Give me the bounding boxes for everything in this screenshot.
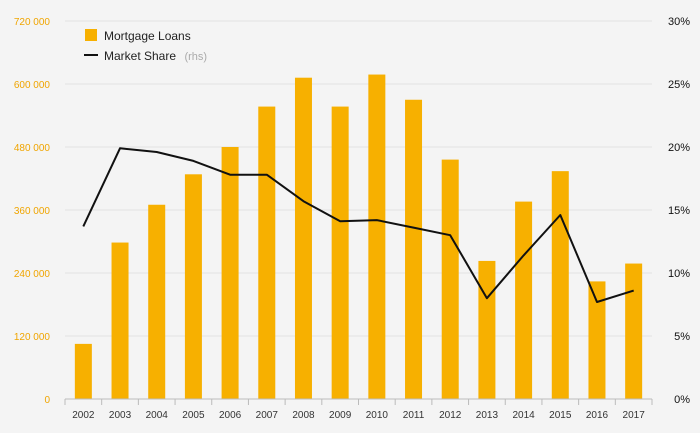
y-left-tick-label: 720 000	[14, 17, 51, 28]
bar-2009	[331, 106, 349, 399]
y-right-tick-label: 20%	[668, 142, 690, 154]
bar-2010	[368, 74, 386, 400]
bar-2013	[478, 260, 496, 399]
bar-2005	[184, 174, 202, 399]
y-right-tick-label: 10%	[668, 268, 690, 280]
x-tick-label: 2008	[292, 410, 315, 421]
legend: Mortgage Loans Market Share (rhs)	[84, 29, 207, 64]
bar-2017	[625, 263, 643, 399]
bar-2008	[294, 77, 312, 399]
y-left-tick-label: 0	[44, 395, 50, 406]
y-right-tick-label: 0%	[674, 394, 690, 406]
y-right-tick-label: 5%	[674, 331, 690, 343]
y-left-tick-label: 360 000	[14, 206, 51, 217]
x-tick-label: 2011	[403, 410, 425, 421]
y-right-tick-label: 15%	[668, 205, 690, 217]
market-share-line	[82, 147, 634, 303]
x-tick-label: 2010	[366, 410, 389, 421]
bar-2015	[551, 171, 569, 399]
bar-2002	[74, 343, 92, 399]
y-left-tick-label: 120 000	[14, 332, 51, 343]
y-right-tick-label: 30%	[668, 16, 690, 28]
x-tick-label: 2012	[439, 410, 462, 421]
y-left-tick-label: 480 000	[14, 143, 51, 154]
x-tick-label: 2006	[219, 410, 242, 421]
bar-2012	[441, 159, 459, 399]
bar-2007	[258, 106, 276, 399]
x-tick-label: 2016	[586, 410, 609, 421]
legend-swatch-mortgage-loans	[85, 29, 97, 41]
legend-label-market-share-suffix: (rhs)	[184, 51, 207, 63]
x-tick-label: 2002	[72, 410, 95, 421]
bar-2004	[148, 204, 166, 399]
y-left-tick-label: 240 000	[14, 269, 51, 280]
x-tick-label: 2005	[182, 410, 205, 421]
x-tick-label: 2013	[476, 410, 499, 421]
y-left-tick-label: 600 000	[14, 80, 51, 91]
y-axis-right: 0% 5% 10% 15% 20% 25% 30%	[668, 16, 690, 406]
bar-series-mortgage-loans	[74, 74, 643, 400]
bar-2006	[221, 147, 239, 399]
bar-2016	[588, 281, 606, 399]
x-tick-label: 2017	[623, 410, 646, 421]
y-axis-left: 0 120 000 240 000 360 000 480 000 600 000 720 …	[14, 17, 51, 406]
x-tick-label: 2004	[146, 410, 169, 421]
x-tick-label: 2014	[512, 410, 535, 421]
bar-2014	[515, 201, 533, 399]
legend-label-market-share-name: Market Share	[104, 49, 176, 63]
x-tick-label: 2007	[256, 410, 279, 421]
y-right-tick-label: 25%	[668, 79, 690, 91]
legend-label-mortgage-loans: Mortgage Loans	[104, 29, 191, 43]
x-tick-label: 2015	[549, 410, 572, 421]
x-tick-label: 2009	[329, 410, 352, 421]
x-axis: 2002 2003 2004 2005 2006 2007 2008 2009 2010 2011…	[64, 398, 653, 421]
bar-2003	[111, 242, 129, 399]
line-series-market-share	[82, 147, 634, 303]
legend-label-market-share: Market Share (rhs)	[104, 47, 207, 64]
bar-2011	[405, 99, 423, 399]
x-tick-label: 2003	[109, 410, 132, 421]
